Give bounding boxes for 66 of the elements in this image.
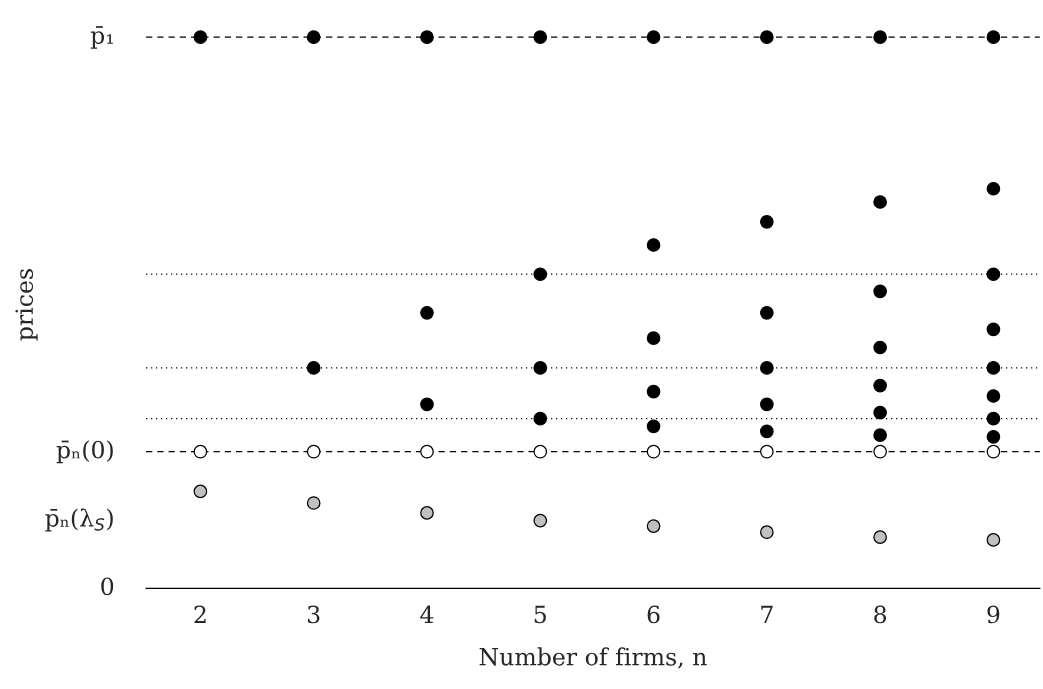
point <box>420 305 434 320</box>
point <box>533 267 548 282</box>
point <box>873 340 887 355</box>
x-tick-label: 8 <box>874 605 887 624</box>
point <box>646 30 661 45</box>
x-tick-label: 6 <box>647 605 660 624</box>
x-tick-label: 9 <box>987 605 1000 624</box>
point <box>873 378 887 393</box>
point <box>986 429 1001 444</box>
point <box>646 519 661 533</box>
point <box>986 444 1001 459</box>
point <box>760 215 774 229</box>
point <box>986 181 1001 196</box>
point <box>420 506 434 520</box>
x-tick-label: 4 <box>420 605 434 624</box>
point <box>646 331 661 345</box>
point <box>760 30 774 45</box>
y-axis-title: prices <box>15 269 38 341</box>
point <box>986 389 1001 403</box>
point <box>873 444 887 459</box>
point <box>760 305 774 320</box>
point <box>873 530 887 544</box>
x-axis-title: Number of firms, n <box>479 647 707 669</box>
point <box>533 361 548 375</box>
point <box>760 444 774 459</box>
point <box>760 424 774 439</box>
point <box>533 513 548 528</box>
point <box>986 533 1001 547</box>
point <box>986 30 1001 45</box>
point <box>986 411 1001 426</box>
point <box>306 361 321 375</box>
point <box>873 284 887 299</box>
point <box>646 238 661 252</box>
point <box>873 428 887 443</box>
point <box>533 30 548 45</box>
point <box>306 30 321 45</box>
point <box>760 525 774 540</box>
point <box>533 444 548 459</box>
point <box>646 384 661 399</box>
point <box>193 484 208 499</box>
text: 0 <box>101 577 114 596</box>
point <box>420 30 434 45</box>
point <box>306 496 321 510</box>
point <box>760 397 774 412</box>
point <box>986 361 1001 375</box>
point <box>193 444 208 459</box>
point <box>193 30 208 45</box>
point <box>420 397 434 412</box>
point <box>873 30 887 45</box>
point <box>873 405 887 420</box>
point <box>986 267 1001 282</box>
point <box>420 444 434 459</box>
point <box>760 361 774 375</box>
point <box>986 322 1001 337</box>
point <box>873 195 887 209</box>
ref-line-label: p̄₁ <box>90 26 113 49</box>
x-tick-label: 7 <box>761 605 773 624</box>
point <box>533 411 548 426</box>
x-tick-label: 5 <box>534 605 546 624</box>
ref-line-label: p̄ₙ(0) <box>56 440 113 464</box>
text: p̄ₙ(λ$_{S}$) <box>45 508 113 532</box>
point <box>646 444 661 459</box>
x-tick-label: 3 <box>307 605 320 624</box>
point <box>646 419 661 434</box>
x-tick-label: 2 <box>194 605 206 624</box>
point <box>306 444 321 459</box>
